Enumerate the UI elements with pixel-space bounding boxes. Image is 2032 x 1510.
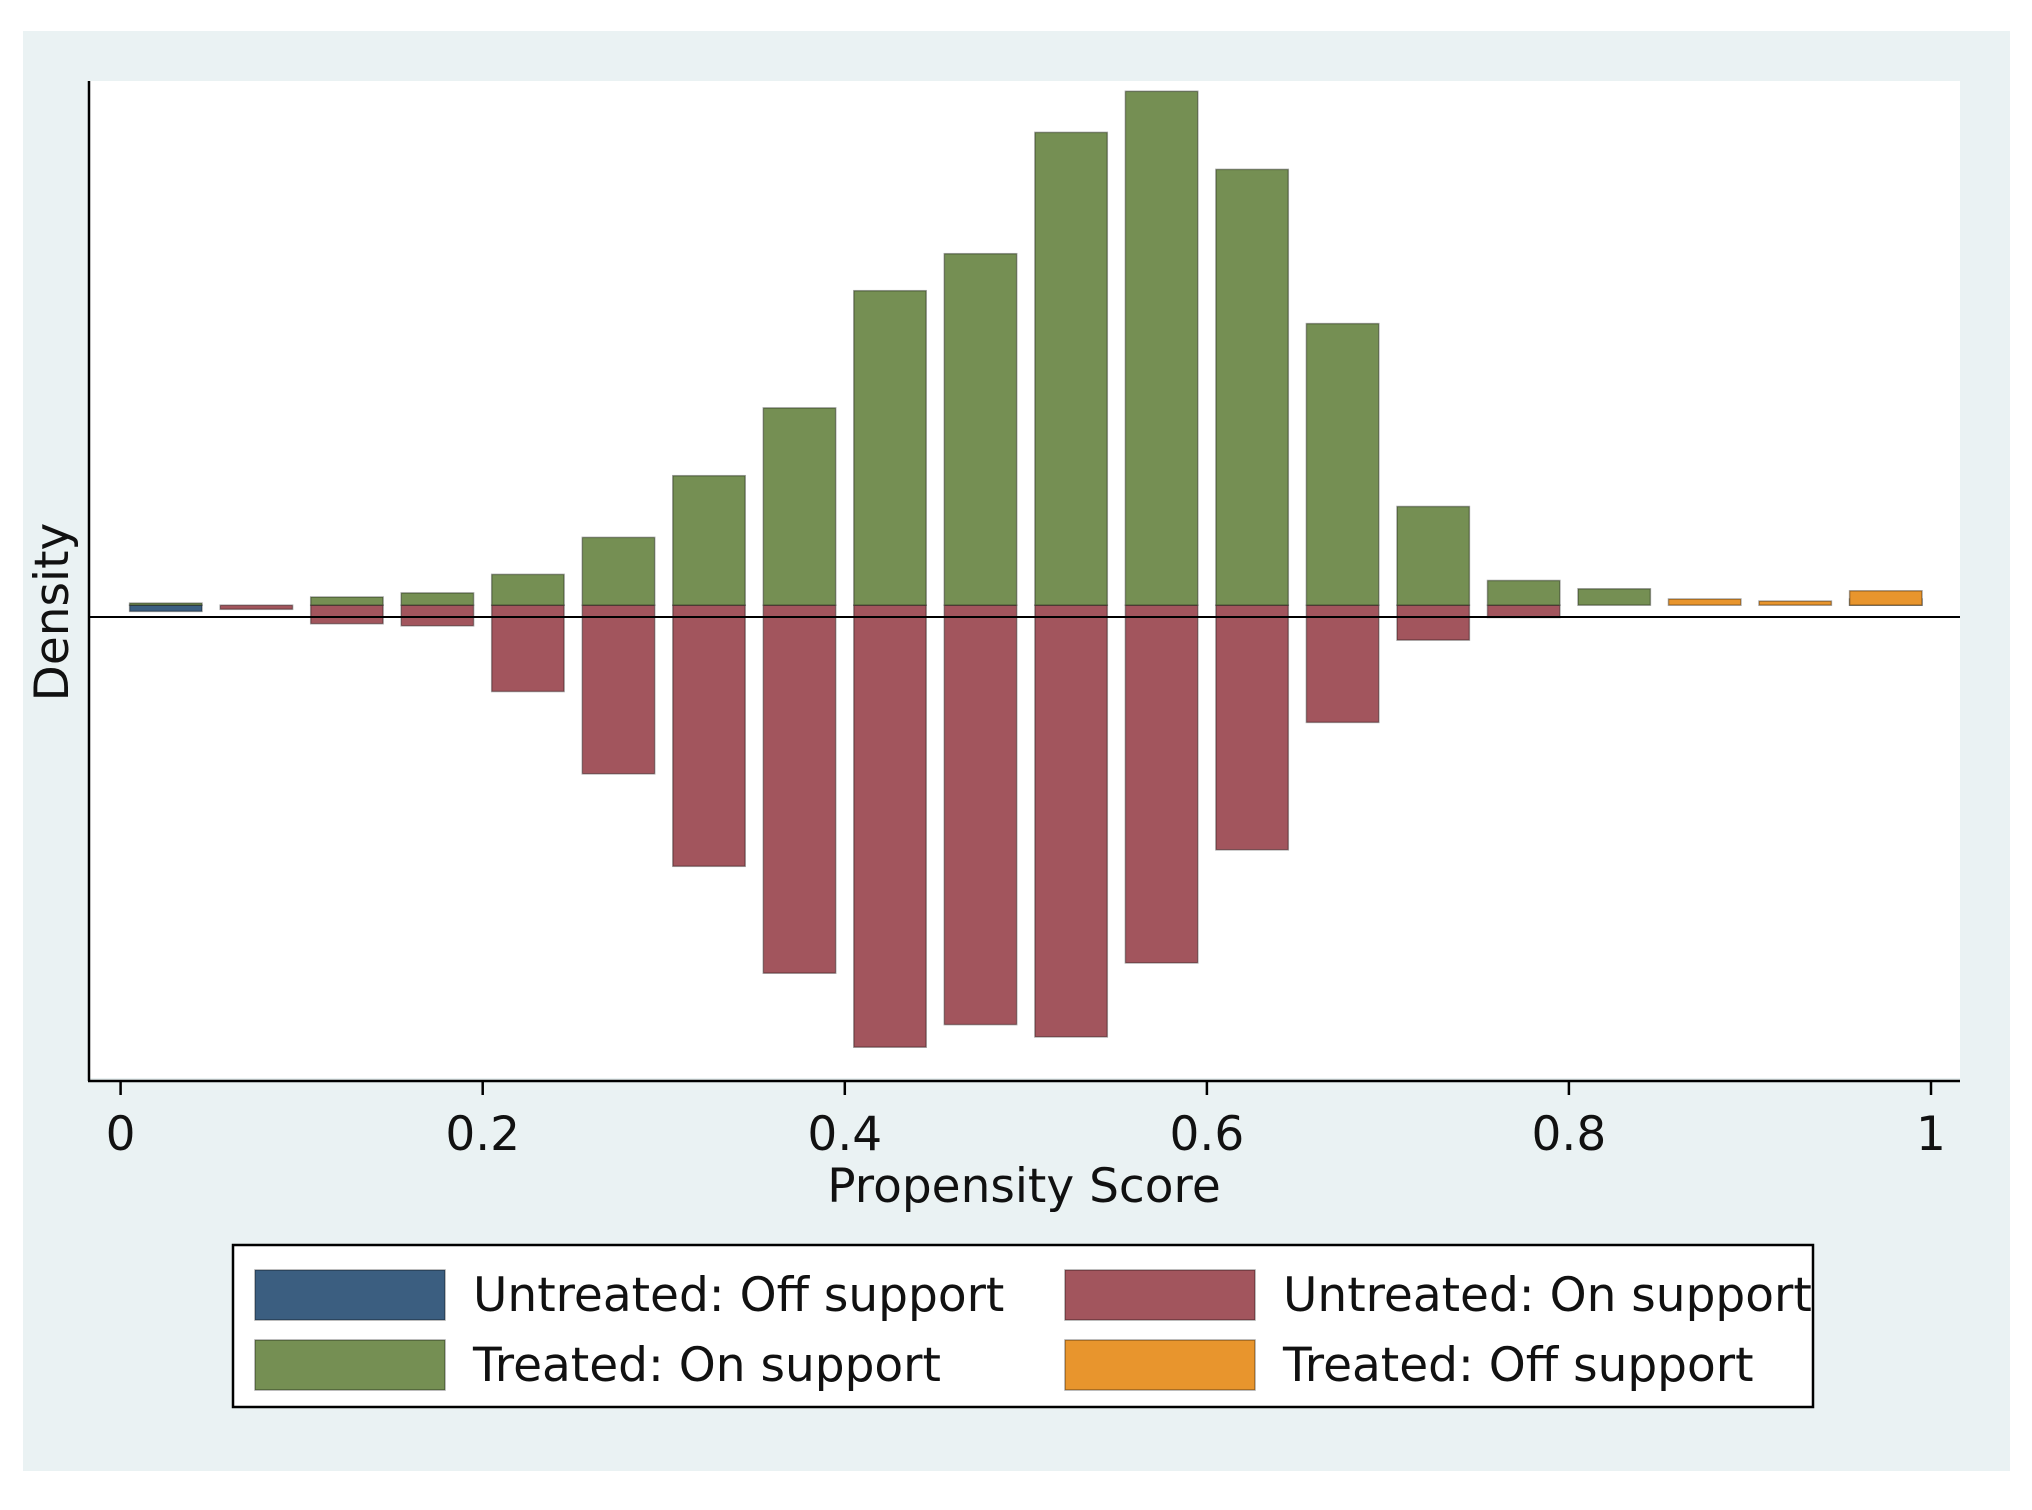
legend: Untreated: Off support Untreated: On supp…: [254, 1268, 1812, 1393]
bar-untreated-on-support-12: [1305, 604, 1380, 724]
bar-untreated-on-support-14: [1486, 604, 1561, 619]
bar-treated-on-support-6: [762, 407, 837, 606]
x-tick-label: 0.2: [445, 1107, 520, 1162]
bar-treated-off-support-0: [1667, 598, 1742, 606]
bar-treated-on-support-4: [581, 536, 656, 606]
x-ticks: 0 0.2 0.4 0.6 0.8 1: [106, 1081, 1946, 1162]
x-tick-label: 0.6: [1170, 1107, 1245, 1162]
bar-treated-off-support-1: [1758, 600, 1833, 606]
x-tick-label: 1: [1916, 1107, 1946, 1162]
bar-untreated-on-support-13: [1396, 604, 1471, 641]
plot-area: [88, 81, 1960, 1078]
bar-treated-on-support-8: [943, 252, 1018, 606]
bar-untreated-on-support-5: [672, 604, 746, 868]
bar-treated-on-support-7: [853, 289, 927, 606]
legend-swatch: [254, 1269, 446, 1321]
x-axis-label: Propensity Score: [827, 1159, 1220, 1214]
legend-label: Treated: On support: [472, 1338, 941, 1393]
bar-treated-on-support-13: [1396, 505, 1471, 606]
legend-swatch: [254, 1339, 446, 1391]
legend-label: Treated: Off support: [1282, 1338, 1754, 1393]
bar-treated-on-support-0: [128, 602, 203, 606]
y-axis-label: Density: [25, 523, 80, 702]
bar-untreated-on-support-11: [1215, 604, 1290, 851]
bar-untreated-on-support-10: [1124, 604, 1199, 964]
bar-untreated-on-support-4: [581, 604, 656, 775]
bar-untreated-on-support-7: [853, 604, 927, 1048]
x-tick-label: 0.8: [1532, 1107, 1607, 1162]
bars-layer: [128, 90, 1923, 1048]
x-tick-label: 0.4: [807, 1107, 882, 1162]
bar-treated-on-support-9: [1034, 131, 1109, 606]
bar-treated-on-support-3: [490, 573, 565, 606]
x-tick-label: 0: [106, 1107, 136, 1162]
bar-untreated-on-support-8: [943, 604, 1018, 1026]
bar-treated-on-support-15: [1577, 588, 1652, 606]
bar-treated-on-support-14: [1486, 579, 1561, 606]
bar-treated-on-support-2: [400, 592, 475, 606]
bar-treated-on-support-5: [672, 474, 746, 606]
legend-box: [231, 1243, 1815, 1409]
bar-untreated-on-support-0: [219, 604, 294, 611]
bar-untreated-off-support-0: [128, 604, 203, 613]
bar-treated-on-support-12: [1305, 322, 1380, 606]
bar-untreated-on-support-9: [1034, 604, 1109, 1038]
legend-label: Untreated: Off support: [473, 1268, 1004, 1323]
bar-untreated-on-support-1: [309, 604, 384, 625]
bar-untreated-on-support-3: [490, 604, 565, 693]
bar-treated-on-support-10: [1124, 90, 1199, 606]
legend-swatch: [1064, 1269, 1256, 1321]
bar-untreated-on-support-2: [400, 604, 475, 627]
legend-label: Untreated: On support: [1283, 1268, 1812, 1323]
bar-treated-on-support-11: [1215, 168, 1290, 606]
bar-treated-off-support-2: [1848, 590, 1923, 606]
legend-swatch: [1064, 1339, 1256, 1391]
bar-treated-on-support-1: [309, 596, 384, 606]
bar-untreated-on-support-6: [762, 604, 837, 974]
